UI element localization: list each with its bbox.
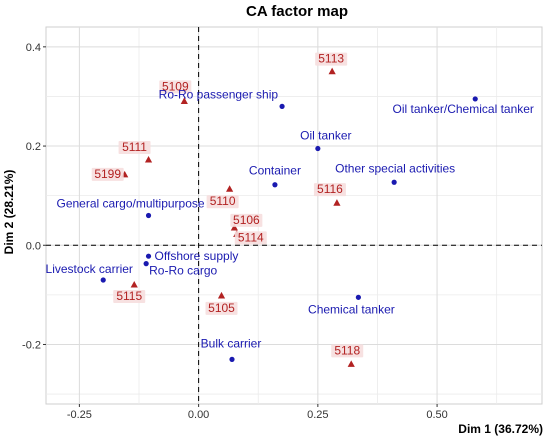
row-point-dot	[355, 294, 361, 300]
row-label: General cargo/multipurpose	[56, 197, 204, 211]
column-label-box	[331, 344, 364, 358]
x-tick-label: -0.25	[67, 409, 92, 421]
y-axis-label: Dim 2 (28.21%)	[2, 170, 16, 255]
row-point-dot	[315, 145, 321, 152]
column-point-triangle	[328, 67, 336, 75]
row-point-dot	[145, 253, 152, 259]
column-label-box	[313, 183, 346, 197]
column-label: 5113	[318, 52, 344, 66]
plot-panel	[45, 26, 543, 405]
y-tick-label: -0.2	[22, 339, 41, 351]
row-label: Oil tanker/Chemical tanker	[393, 102, 534, 116]
row-point-dot	[272, 182, 278, 188]
column-label-box	[113, 289, 146, 303]
row-label: Container	[249, 164, 301, 178]
column-label-box	[205, 301, 238, 315]
column-label: 5109	[162, 79, 189, 93]
row-point-dot	[229, 356, 235, 362]
row-label: Offshore supply	[155, 249, 239, 263]
row-point-dot	[145, 212, 152, 219]
row-label: Oil tanker	[300, 129, 351, 143]
x-axis-label: Dim 1 (36.72%)	[458, 422, 543, 436]
column-label: 5114	[238, 230, 264, 244]
column-label: 5199	[94, 167, 121, 181]
row-label: Ro-Ro cargo	[149, 264, 217, 278]
column-label: 5111	[122, 140, 147, 154]
row-label: Ro-Ro passenger ship	[159, 87, 279, 101]
chart-title: CA factor map	[246, 3, 348, 20]
row-point-dot	[391, 179, 397, 185]
row-point-dot	[100, 277, 106, 283]
column-label: 5105	[208, 301, 235, 315]
column-label: 5106	[233, 213, 260, 227]
column-label: 5118	[334, 343, 360, 357]
column-label-box	[206, 195, 239, 209]
column-point-triangle	[130, 280, 138, 288]
column-point-triangle	[226, 185, 234, 192]
row-point-dot	[279, 103, 285, 109]
row-points: Ro-Ro passenger ship Oil tanker/Chemical …	[46, 87, 534, 362]
column-label-box	[234, 231, 267, 245]
x-tick-label: 0.50	[426, 409, 447, 421]
column-point-triangle	[217, 291, 226, 299]
y-axis-ticks: -0.2 0.0 0.2 0.4	[22, 42, 46, 351]
column-label-box	[159, 80, 192, 94]
y-tick-label: 0.4	[26, 42, 41, 54]
row-label: Bulk carrier	[201, 336, 262, 350]
column-point-triangle	[230, 223, 238, 231]
x-tick-label: 0.25	[307, 409, 328, 421]
column-point-triangle	[180, 97, 188, 105]
row-point-dot	[472, 96, 478, 102]
column-point-triangle	[333, 199, 341, 206]
reference-lines	[46, 27, 542, 404]
column-label-box	[118, 140, 151, 154]
column-point-triangle	[347, 360, 355, 367]
x-tick-label: 0.00	[188, 409, 209, 421]
x-axis-ticks: -0.25 0.00 0.25 0.50	[67, 404, 448, 421]
row-point-dot	[143, 261, 149, 267]
column-label: 5116	[317, 182, 343, 196]
y-tick-label: 0.2	[26, 141, 41, 153]
row-label: Other special activities	[335, 161, 455, 175]
column-label-box	[230, 213, 263, 227]
column-label-box	[315, 52, 348, 66]
row-label: Chemical tanker	[308, 302, 395, 316]
column-label-box	[91, 167, 124, 181]
column-point-triangle	[144, 155, 153, 163]
y-tick-label: 0.0	[26, 240, 41, 252]
column-label: 5115	[116, 289, 142, 303]
column-label: 5110	[210, 194, 236, 208]
row-label: Livestock carrier	[46, 262, 133, 276]
grid	[45, 26, 543, 405]
